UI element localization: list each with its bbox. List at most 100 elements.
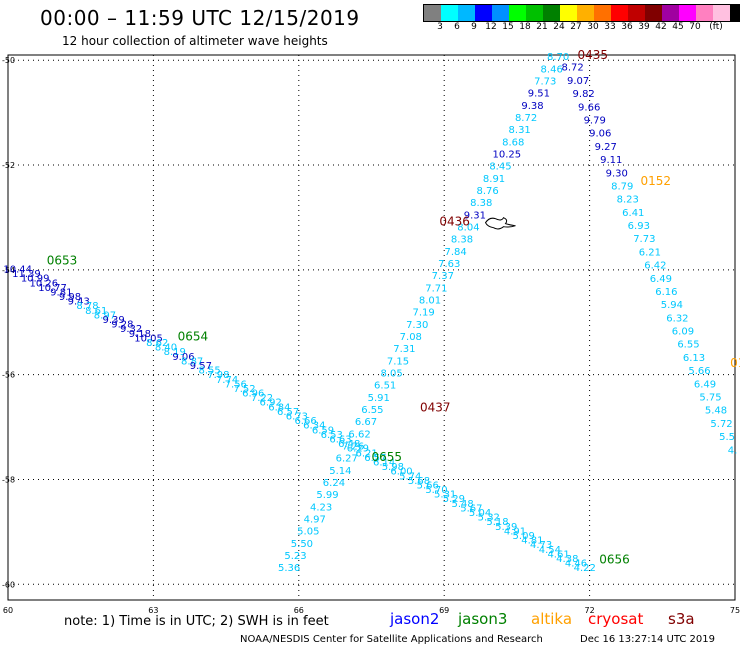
wave-height-value: 5.66 [688,366,710,377]
legend-swatch [730,5,740,21]
wave-height-value: 4.23 [310,502,332,513]
legend-swatch [696,5,713,21]
wave-height-value: 10.77 [38,283,67,294]
wave-height-value: 6.48 [338,439,360,450]
legend-label: 15 [502,22,514,32]
wave-height-value: 9.98 [59,292,81,303]
wave-height-value: 4.61 [547,549,569,560]
wave-height-value: 7.63 [438,259,460,270]
legend-swatch [594,5,611,21]
page-title: 00:00 – 11:59 UTC 12/15/2019 [40,6,360,30]
wave-height-value: 7.31 [393,344,415,355]
satellite-name-cryosat: cryosat [588,610,644,628]
wave-height-value: 8.19 [164,347,186,358]
wave-height-value: 5.72 [710,419,732,430]
wave-height-value: 8.46 [541,64,563,75]
wave-height-value: 8.01 [419,296,441,307]
wave-height-value: 9.43 [68,297,90,308]
wave-height-value: 9.06 [589,129,611,140]
wave-height-value: 5.32 [478,513,500,524]
wave-height-value: 6.67 [355,417,377,428]
wave-height-value: 8.91 [483,174,505,185]
wave-height-value: 7.52 [233,384,255,395]
pass-time-label: 0654 [178,330,209,344]
pass-time-label: 0437 [420,400,451,414]
wave-height-value: 8.05 [380,369,402,380]
wave-height-value: 5.05 [297,527,319,538]
wave-height-value: 6.14 [373,457,395,468]
legend-label: 21 [536,22,548,32]
wave-height-value: 6.32 [666,313,688,324]
wave-height-value: 7.56 [225,379,247,390]
longitude-tick-label: 75 [730,606,740,615]
pass-time-label: 0655 [372,450,403,464]
wave-height-value: 6.34 [303,421,325,432]
wave-height-value: 9.79 [584,115,606,126]
legend-label: 6 [454,22,460,32]
legend-label: 9 [471,22,477,32]
wave-height-value: 6.21 [356,448,378,459]
wave-height-value: 10.44 [3,264,32,275]
wave-height-value: 6.59 [312,425,334,436]
legend-label: 24 [553,22,565,32]
wave-height-value: 10.25 [493,150,522,161]
wave-height-value: 8.87 [181,356,203,367]
legend-label: 70 [689,22,701,32]
legend-label: 36 [621,22,633,32]
wave-height-value: 8.76 [477,186,499,197]
wave-height-value: 6.24 [323,478,345,489]
wave-height-value: 7.98 [207,370,229,381]
pass-time-label: 0656 [599,552,630,566]
latitude-tick-label: -60 [2,580,15,589]
wave-height-value: 6.49 [650,274,672,285]
wave-height-value: 6.96 [242,389,264,400]
wave-height-value: 4. [728,445,738,456]
wave-height-value: 7.19 [412,308,434,319]
wave-height-value: 5.70 [425,485,447,496]
wave-height-value: 5.50 [291,539,313,550]
wave-height-value: 4.81 [521,536,543,547]
wave-height-value: 9.82 [573,89,595,100]
latitude-tick-label: -56 [2,371,15,380]
pass-time-label: 0435 [577,48,608,62]
map-frame [7,54,736,601]
wave-height-value: 9.07 [567,76,589,87]
legend-swatch [543,5,560,21]
wave-height-value: 5.04 [469,508,491,519]
legend-swatch [611,5,628,21]
satellite-name-altika: altika [531,610,573,628]
legend-label: 12 [485,22,497,32]
legend-swatch [458,5,475,21]
wave-height-value: 5.36 [278,563,300,574]
wave-height-value: 9.57 [190,361,212,372]
wave-height-value: 7.15 [387,356,409,367]
wave-height-value: 9.81 [50,287,72,298]
wave-height-value: 8.38 [451,235,473,246]
wave-height-value: 6.42 [644,261,666,272]
wave-height-value: 8.78 [76,301,98,312]
wave-height-value: 6.84 [268,402,290,413]
wave-height-value: 6.27 [336,454,358,465]
wave-height-value: 9.39 [103,315,125,326]
satellite-name-jason2: jason2 [390,610,440,628]
wave-height-value: 6.49 [694,379,716,390]
wave-height-value: 5.66 [417,480,439,491]
legend-label: 3 [437,22,443,32]
wave-height-value: 6.93 [628,221,650,232]
wave-height-value: 6.09 [672,327,694,338]
wave-height-value: 5.39 [495,522,517,533]
wave-height-value: 8.31 [509,125,531,136]
wave-height-value: 5.48 [451,499,473,510]
note-text: note: 1) Time is in UTC; 2) SWH is in fe… [64,614,329,629]
wave-height-value: 8.04 [457,223,479,234]
wave-height-value: 5.5 [719,432,735,443]
footer-date: Dec 16 13:27:14 UTC 2019 [580,634,715,645]
wave-height-value: 7.71 [425,283,447,294]
wave-height-value: 7.73 [534,77,556,88]
wave-height-value: 5.31 [434,490,456,501]
wave-height-value: 10.05 [134,333,163,344]
legend-swatch [628,5,645,21]
wave-height-value: 5.98 [382,462,404,473]
longitude-tick-label: 69 [439,606,449,615]
